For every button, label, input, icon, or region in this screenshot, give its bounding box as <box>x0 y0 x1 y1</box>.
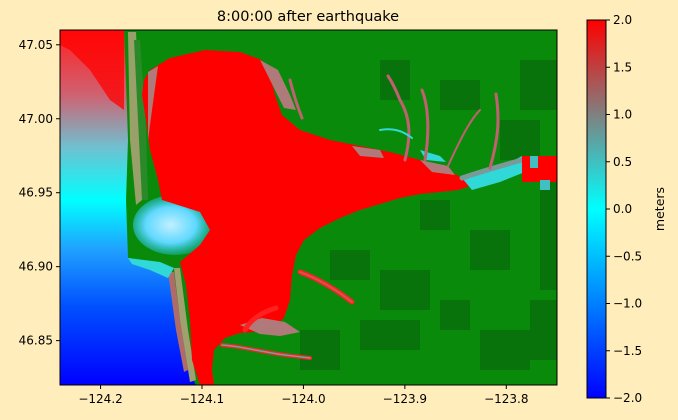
ocean-region <box>60 30 196 385</box>
colorbar-tick-label: −1.0 <box>613 297 642 311</box>
x-tick-label: −124.1 <box>180 392 224 406</box>
colorbar-tick-label: 1.0 <box>613 108 632 122</box>
x-axis-ticks: −124.2 −124.1 −124.0 −123.9 −123.8 <box>78 385 528 406</box>
x-tick-label: −123.9 <box>383 392 427 406</box>
y-tick-label: 46.85 <box>19 334 53 348</box>
colorbar-tick-label: −1.5 <box>613 344 642 358</box>
colorbar-ticks: −2.0 −1.5 −1.0 −0.5 0.0 0.5 1.0 1.5 2.0 <box>606 13 642 405</box>
chart-title: 8:00:00 after earthquake <box>217 9 399 25</box>
y-tick-label: 47.05 <box>19 38 53 52</box>
inland-blocks <box>522 156 557 190</box>
plot-area <box>60 30 557 385</box>
colorbar-tick-label: 0.0 <box>613 202 632 216</box>
colorbar-tick-label: 0.5 <box>613 155 632 169</box>
y-axis-ticks: 46.85 46.90 46.95 47.00 47.05 <box>19 38 60 348</box>
river-channels <box>220 74 543 360</box>
colorbar-tick-label: −2.0 <box>613 391 642 405</box>
land-texture <box>300 60 557 370</box>
spit-strips <box>128 32 196 382</box>
colorbar-tick-label: 2.0 <box>613 13 632 27</box>
y-tick-label: 46.90 <box>19 260 53 274</box>
colorbar-label: meters <box>652 187 667 231</box>
plot-frame <box>59 29 558 386</box>
y-tick-label: 47.00 <box>19 112 53 126</box>
x-tick-label: −123.8 <box>484 392 528 406</box>
x-tick-label: −124.2 <box>78 392 122 406</box>
colorbar-tick-label: 1.5 <box>613 60 632 74</box>
ocean-surge <box>60 30 124 110</box>
bay-water <box>142 50 470 385</box>
tidal-fringe <box>148 60 455 336</box>
colorbar <box>586 19 607 399</box>
y-tick-label: 46.95 <box>19 186 53 200</box>
colorbar-tick-label: −0.5 <box>613 249 642 263</box>
x-tick-label: −124.0 <box>281 392 325 406</box>
